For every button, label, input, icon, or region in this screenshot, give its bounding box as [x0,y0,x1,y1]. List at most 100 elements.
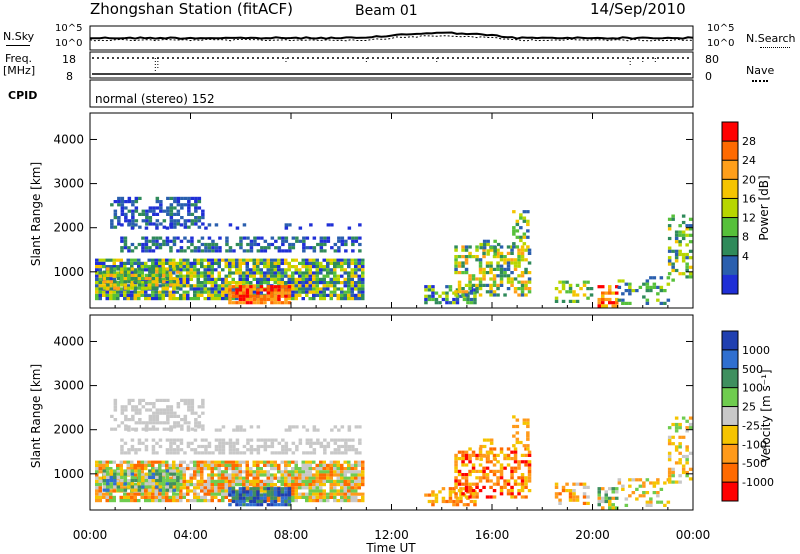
power-cell [649,289,653,293]
power-cell [482,255,486,259]
velocity-cell [506,489,511,493]
velocity-cell [155,485,159,489]
velocity-cell [301,473,305,477]
velocity-cell [221,479,225,483]
velocity-cell [127,402,132,406]
power-cell [667,272,672,276]
velocity-cell [176,448,180,452]
power-cell [513,290,518,294]
power-cell [228,294,232,298]
velocity-cell [601,496,605,500]
power-cell [312,246,317,250]
power-cell [554,287,559,291]
velocity-cell [604,493,608,497]
power-cell [517,293,521,297]
power-cell [322,277,326,281]
power-cell [235,226,240,230]
power-cell [200,281,204,285]
power-cell [315,277,319,281]
power-cell [512,242,516,246]
power-cell [281,239,285,243]
power-cell [102,265,106,269]
velocity-cell [214,448,219,452]
velocity-cell [294,486,298,490]
velocity-cell [454,479,458,483]
power-cell [506,261,511,265]
velocity-cell [155,408,160,412]
velocity-cell [256,463,260,467]
power-cell [152,206,156,210]
velocity-cell [322,479,326,483]
velocity-cell [340,470,344,474]
power-cell [141,242,145,247]
power-cell [308,281,312,285]
power-cell [492,293,497,297]
power-cell [123,265,127,269]
velocity-cell [266,463,270,467]
velocity-cell [169,425,173,429]
power-cell [245,271,249,275]
velocity-cell [642,481,646,485]
power-cell [186,290,190,294]
velocity-cell [235,493,239,497]
power-cell [190,239,194,243]
velocity-cell [343,460,347,464]
velocity-cell [95,486,99,490]
power-cell [173,219,177,223]
velocity-cell [152,405,156,409]
velocity-cell [203,486,207,490]
power-cell [162,242,166,247]
power-cell [667,217,672,221]
power-cell [266,268,270,272]
power-cell [109,265,113,269]
velocity-cell [298,492,302,496]
power-cell [520,280,525,284]
velocity-cell [526,418,530,422]
power-cell [350,258,354,262]
power-cell [263,297,267,302]
velocity-cell [151,463,155,467]
power-cell [169,273,173,277]
velocity-cell [475,492,479,496]
power-cell [667,249,672,253]
power-cell [203,268,207,272]
velocity-cell [597,499,601,504]
power-cell [166,196,170,200]
power-cell [350,261,354,265]
power-cell [154,261,158,265]
velocity-cell [329,492,333,496]
velocity-cell [517,492,521,496]
velocity-cell [168,499,172,503]
power-cell [350,297,354,301]
velocity-cell [166,427,170,431]
power-cell [615,304,619,308]
velocity-cell [305,438,310,442]
velocity-cell [120,472,124,476]
velocity-cell [452,503,456,507]
power-cell [193,258,197,262]
velocity-cell [512,434,516,438]
velocity-cell [210,492,214,496]
power-cell [252,258,256,262]
velocity-cell [681,470,686,475]
power-cell [130,265,134,269]
velocity-cell [252,470,256,474]
power-cell [492,255,497,259]
power-cell [330,223,334,227]
velocity-cell [280,460,284,464]
power-cell [194,216,198,220]
velocity-cell [671,422,675,427]
velocity-cell [280,476,284,480]
power-cell [312,281,316,285]
power-cell [291,287,295,291]
velocity-cell [172,448,177,452]
velocity-cell [284,428,289,432]
power-cell [204,242,208,247]
power-cell [524,280,528,284]
power-cell [350,281,354,285]
velocity-cell [147,460,151,464]
power-cell [183,249,187,253]
velocity-cell [148,475,152,479]
velocity-cell [305,492,309,496]
velocity-cell [492,473,497,477]
